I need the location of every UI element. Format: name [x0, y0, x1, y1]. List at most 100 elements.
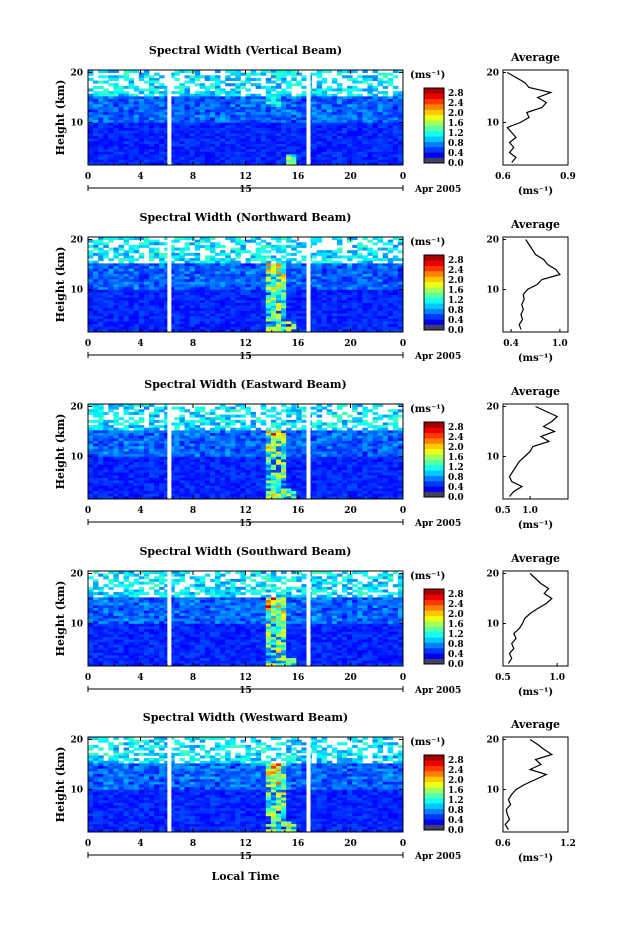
- heatmap-cell: [215, 128, 221, 132]
- heatmap-cell: [220, 430, 226, 434]
- heatmap-cell: [184, 141, 191, 145]
- heatmap-cell: [220, 438, 226, 442]
- heatmap-cell: [260, 302, 267, 307]
- heatmap-cell: [392, 122, 399, 126]
- heatmap-cell: [143, 141, 150, 145]
- heatmap-cell: [169, 250, 175, 254]
- heatmap-cell: [275, 433, 282, 437]
- heatmap-cell: [164, 305, 170, 309]
- heatmap-cell: [184, 422, 191, 426]
- heatmap-cell: [286, 70, 292, 74]
- heatmap-cell: [108, 146, 114, 150]
- heatmap-cell: [209, 247, 216, 251]
- heatmap-cell: [265, 276, 272, 280]
- heatmap-cell: [154, 443, 160, 447]
- heatmap-cell: [372, 96, 378, 100]
- heatmap-cell: [336, 247, 343, 251]
- heatmap-cell: [123, 409, 130, 413]
- heatmap-cell: [265, 122, 272, 126]
- heatmap-cell: [225, 252, 231, 256]
- heatmap-cell: [397, 326, 404, 330]
- heatmap-cell: [397, 138, 404, 142]
- heatmap-cell: [225, 281, 231, 285]
- heatmap-cell: [189, 268, 196, 272]
- heatmap-cell: [275, 324, 282, 328]
- heatmap-cell: [342, 125, 348, 129]
- heatmap-cell: [255, 324, 262, 328]
- heatmap-cell: [169, 96, 175, 100]
- heatmap-cell: [382, 101, 389, 105]
- heatmap-cell: [331, 77, 338, 81]
- heatmap-cell: [113, 443, 119, 447]
- heatmap-cell: [215, 138, 221, 142]
- heatmap-cell: [347, 99, 353, 103]
- heatmap-cell: [260, 146, 267, 150]
- heatmap-cell: [88, 438, 94, 442]
- heatmap-cell: [382, 99, 389, 103]
- heatmap-cell: [123, 435, 130, 439]
- heatmap-cell: [154, 242, 160, 246]
- heatmap-cell: [397, 273, 404, 277]
- heatmap-cell: [357, 117, 363, 121]
- heatmap-cell: [159, 96, 165, 100]
- heatmap-cell: [108, 159, 114, 163]
- heatmap-cell: [199, 120, 206, 124]
- heatmap-cell: [367, 104, 373, 108]
- heatmap-cell: [281, 88, 287, 92]
- heatmap-cell: [336, 260, 343, 264]
- heatmap-cell: [108, 157, 114, 161]
- heatmap-cell: [296, 128, 302, 132]
- heatmap-cell: [392, 276, 399, 280]
- heatmap-cell: [128, 80, 135, 84]
- heatmap-cell: [387, 266, 394, 270]
- heatmap-cell: [154, 72, 160, 76]
- heatmap-cell: [133, 247, 140, 251]
- heatmap-cell: [357, 133, 363, 137]
- heatmap-cell: [159, 268, 165, 272]
- heatmap-cell: [357, 310, 363, 314]
- heatmap-cell: [372, 125, 378, 129]
- heatmap-cell: [326, 443, 333, 447]
- heatmap-cell: [209, 106, 216, 110]
- heatmap-cell: [352, 321, 358, 325]
- heatmap-cell: [316, 287, 323, 291]
- heatmap-cell: [235, 268, 241, 272]
- heatmap-cell: [352, 289, 358, 293]
- heatmap-cell: [382, 448, 389, 452]
- heatmap-cell: [316, 279, 323, 283]
- heatmap-cell: [301, 93, 307, 97]
- heatmap-cell: [148, 425, 155, 429]
- heatmap-cell: [103, 122, 109, 126]
- heatmap-cell: [265, 109, 272, 113]
- heatmap-cell: [199, 440, 206, 444]
- heatmap-cell: [352, 271, 358, 275]
- heatmap-cell: [382, 279, 389, 283]
- heatmap-cell: [154, 159, 160, 163]
- heatmap-cell: [245, 88, 251, 92]
- heatmap-cell: [301, 146, 307, 150]
- heatmap-cell: [240, 157, 246, 161]
- heatmap-cell: [377, 104, 384, 108]
- heatmap-cell: [372, 242, 378, 246]
- heatmap-cell: [311, 440, 318, 444]
- heatmap-cell: [164, 266, 170, 270]
- heatmap-cell: [220, 112, 226, 116]
- heatmap-cell: [143, 268, 150, 272]
- colorbar-swatch: [424, 157, 444, 164]
- heatmap-cell: [194, 130, 201, 134]
- heatmap-cell: [194, 117, 201, 121]
- heatmap-cell: [311, 302, 318, 307]
- heatmap-cell: [336, 162, 343, 166]
- heatmap-cell: [265, 88, 272, 92]
- heatmap-cell: [194, 70, 201, 74]
- heatmap-cell: [113, 281, 119, 285]
- heatmap-cell: [255, 435, 262, 439]
- heatmap-cell: [316, 438, 323, 442]
- heatmap-cell: [113, 295, 119, 299]
- heatmap-cell: [377, 417, 384, 421]
- colorbar-tick-label: 0.8: [448, 306, 464, 316]
- heatmap-cell: [311, 430, 318, 434]
- heatmap-cell: [342, 404, 348, 408]
- heatmap-cell: [204, 440, 211, 444]
- heatmap-cell: [118, 258, 124, 262]
